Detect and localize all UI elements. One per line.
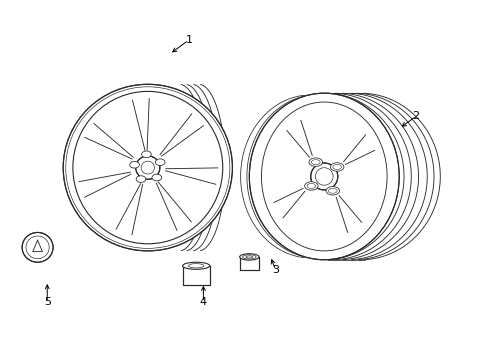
Ellipse shape [239, 254, 259, 260]
Ellipse shape [136, 156, 160, 179]
Text: 2: 2 [412, 111, 419, 121]
Ellipse shape [325, 186, 339, 195]
Ellipse shape [22, 233, 53, 262]
Ellipse shape [155, 159, 165, 166]
Ellipse shape [182, 262, 209, 269]
Ellipse shape [129, 161, 139, 168]
Ellipse shape [152, 174, 162, 181]
Ellipse shape [330, 163, 343, 171]
Ellipse shape [249, 93, 398, 260]
Ellipse shape [310, 163, 337, 190]
Text: 5: 5 [43, 297, 51, 307]
Ellipse shape [142, 151, 151, 158]
Text: 4: 4 [200, 297, 206, 307]
Text: 1: 1 [185, 35, 192, 45]
Text: 3: 3 [272, 265, 279, 275]
Ellipse shape [63, 84, 232, 251]
Ellipse shape [304, 182, 318, 190]
Ellipse shape [308, 158, 322, 166]
FancyBboxPatch shape [239, 257, 259, 270]
FancyBboxPatch shape [182, 266, 209, 285]
Ellipse shape [136, 176, 145, 183]
